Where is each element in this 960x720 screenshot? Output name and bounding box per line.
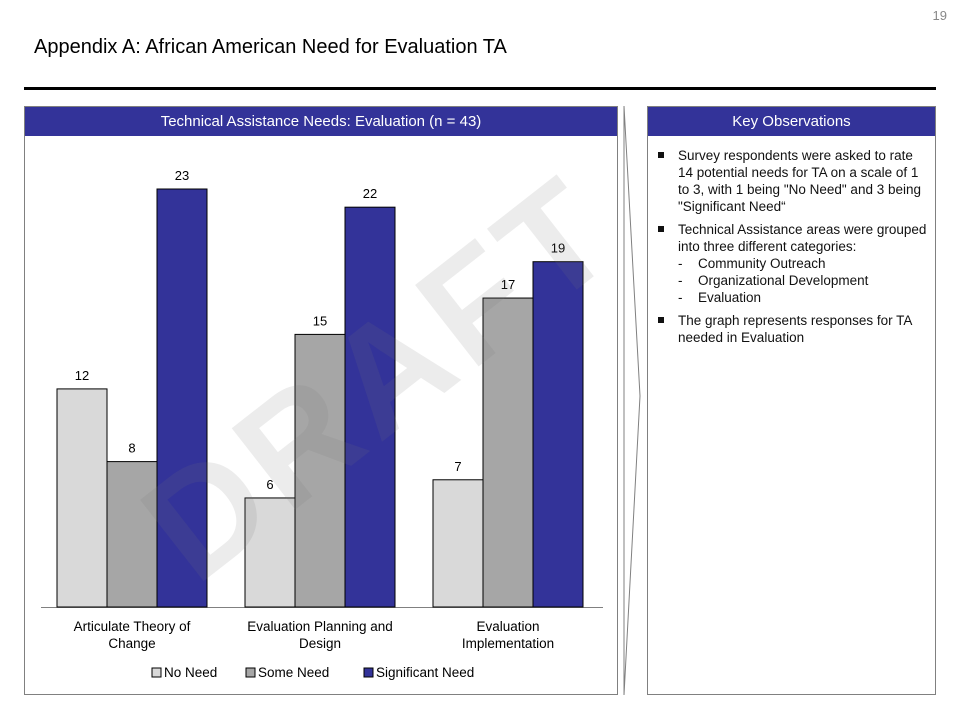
- page-number: 19: [932, 8, 947, 23]
- bar: [482, 297, 534, 608]
- category-tick-label: Evaluation: [476, 619, 539, 634]
- data-label: 17: [501, 277, 515, 292]
- bar: [244, 497, 296, 608]
- dash-bullet-icon: -: [678, 273, 683, 288]
- data-label: 23: [175, 168, 189, 183]
- observation-item: Survey respondents were asked to rate 14…: [658, 147, 930, 215]
- category-tick-label: Evaluation Planning and: [247, 619, 393, 634]
- observation-subitem: - Community Outreach: [678, 255, 930, 272]
- observation-item: The graph represents responses for TA ne…: [658, 312, 930, 346]
- square-bullet-icon: [658, 152, 664, 158]
- observation-item: Technical Assistance areas were grouped …: [658, 221, 930, 306]
- category-tick-label: Change: [108, 636, 155, 651]
- observation-text: Survey respondents were asked to rate 14…: [678, 148, 921, 214]
- data-label: 8: [128, 441, 135, 456]
- category-tick-label: Design: [299, 636, 341, 651]
- legend-swatch: [151, 667, 162, 678]
- bar: [106, 461, 158, 608]
- bar: [294, 333, 346, 608]
- legend-label: No Need: [164, 665, 217, 680]
- chart-panel-header: Technical Assistance Needs: Evaluation (…: [25, 107, 617, 136]
- observation-subitem-text: Evaluation: [698, 290, 762, 305]
- data-label: 6: [266, 477, 273, 492]
- title-divider: [24, 87, 936, 90]
- category-tick-label: Articulate Theory of: [74, 619, 191, 634]
- observation-subitem-text: Organizational Development: [698, 273, 869, 288]
- observation-sublist: - Community Outreach - Organizational Devel…: [678, 255, 930, 306]
- observation-subitem-text: Community Outreach: [698, 256, 826, 271]
- observation-text: The graph represents responses for TA ne…: [678, 313, 912, 345]
- bar: [156, 188, 208, 608]
- legend-label: Significant Need: [376, 665, 474, 680]
- data-label: 12: [75, 368, 89, 383]
- legend-swatch: [363, 667, 374, 678]
- chart-panel: Technical Assistance Needs: Evaluation (…: [24, 106, 618, 695]
- dash-bullet-icon: -: [678, 256, 683, 271]
- category-tick-label: Implementation: [462, 636, 554, 651]
- observations-list: Survey respondents were asked to rate 14…: [658, 147, 930, 352]
- data-label: 19: [551, 241, 565, 256]
- bar: [532, 261, 584, 608]
- data-label: 15: [313, 313, 327, 328]
- bar: [56, 388, 108, 608]
- legend-swatch: [245, 667, 256, 678]
- observation-subitem: - Organizational Development: [678, 272, 930, 289]
- data-label: 7: [454, 459, 461, 474]
- bar: [344, 206, 396, 608]
- data-label: 22: [363, 186, 377, 201]
- slide-title: Appendix A: African American Need for Ev…: [34, 36, 507, 58]
- observations-panel: Key Observations Survey respondents were…: [647, 106, 936, 695]
- bar: [432, 479, 484, 608]
- observation-subitem: - Evaluation: [678, 289, 930, 306]
- chevron-arrow-icon: [623, 106, 641, 695]
- dash-bullet-icon: -: [678, 290, 683, 305]
- legend-label: Some Need: [258, 665, 329, 680]
- bar-chart: 12 8 23 Articulate Theory of Change 6 15 22 Eval…: [41, 168, 603, 680]
- observation-text: Technical Assistance areas were grouped …: [678, 222, 927, 254]
- square-bullet-icon: [658, 317, 664, 323]
- square-bullet-icon: [658, 226, 664, 232]
- observations-header: Key Observations: [648, 107, 935, 136]
